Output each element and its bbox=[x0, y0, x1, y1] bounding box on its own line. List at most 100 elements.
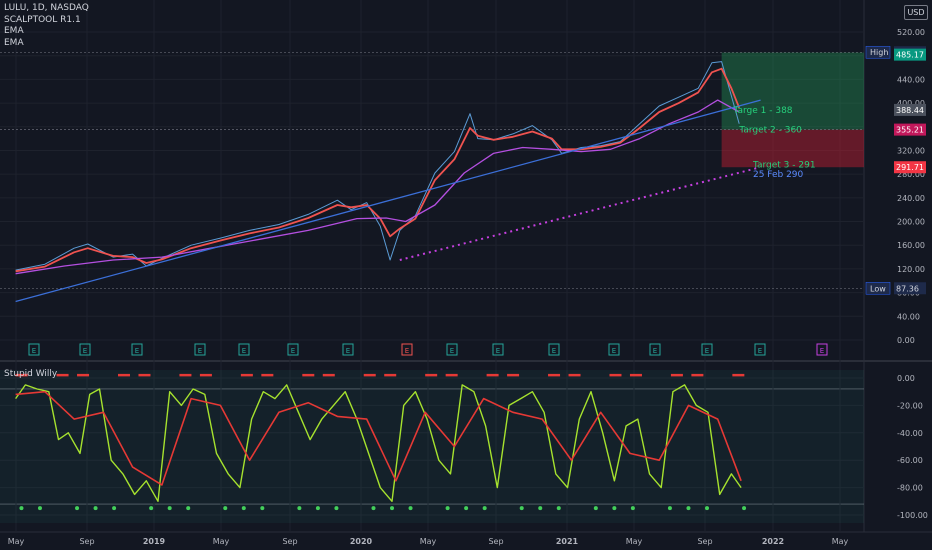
x-tick-label: 2021 bbox=[556, 537, 579, 546]
osc-top-marker bbox=[445, 373, 458, 377]
target-annotation-4: 25 Feb 290 bbox=[753, 170, 804, 180]
x-tick-label: Sep bbox=[79, 537, 94, 546]
osc-y-tick-label: 0.00 bbox=[897, 374, 915, 383]
price-label-close-bg bbox=[894, 103, 926, 116]
earnings-marker-label: E bbox=[291, 347, 295, 355]
low-value-bg bbox=[894, 282, 926, 295]
earnings-marker-box bbox=[754, 343, 766, 356]
osc-bottom-dot bbox=[186, 506, 191, 511]
osc-bottom-dot bbox=[149, 506, 154, 511]
osc-top-marker bbox=[384, 373, 397, 377]
high-label-bg bbox=[865, 45, 891, 59]
osc-signal-series bbox=[15, 384, 742, 502]
osc-bottom-dot bbox=[408, 506, 413, 511]
y-tick-label: 120.00 bbox=[897, 265, 925, 274]
osc-bottom-dot bbox=[593, 506, 598, 511]
osc-bottom-dot bbox=[538, 506, 543, 511]
earnings-marker-box bbox=[131, 343, 143, 356]
earnings-marker-label: E bbox=[32, 347, 36, 355]
osc-bottom-dot bbox=[260, 506, 265, 511]
high-label: High bbox=[870, 48, 888, 57]
osc-top-marker bbox=[670, 373, 683, 377]
osc-top-marker bbox=[548, 373, 561, 377]
osc-top-marker bbox=[240, 373, 253, 377]
osc-bottom-dot bbox=[241, 506, 246, 511]
price-series bbox=[15, 61, 740, 271]
osc-top-marker bbox=[486, 373, 499, 377]
x-tick-label: May bbox=[8, 537, 25, 546]
price-label-stop: 291.71 bbox=[896, 163, 924, 172]
y-tick-label: 40.00 bbox=[897, 312, 920, 321]
earnings-marker-label: E bbox=[496, 347, 500, 355]
ema-slow-series bbox=[15, 99, 740, 275]
osc-top-marker bbox=[732, 373, 745, 377]
earnings-marker-box bbox=[701, 343, 713, 356]
earnings-marker-label: E bbox=[405, 347, 409, 355]
osc-y-tick-label: -40.00 bbox=[897, 429, 923, 438]
osc-bottom-dot bbox=[519, 506, 524, 511]
osc-bottom-dot bbox=[19, 506, 24, 511]
x-tick-label: May bbox=[213, 537, 230, 546]
osc-top-marker bbox=[568, 373, 581, 377]
earnings-marker-box bbox=[401, 343, 413, 356]
x-tick-label: May bbox=[420, 537, 437, 546]
price-label-entry: 355.21 bbox=[896, 126, 924, 135]
osc-bottom-dot bbox=[464, 506, 469, 511]
osc-bottom-dot bbox=[630, 506, 635, 511]
price-label-stop-bg bbox=[894, 161, 926, 174]
oscillator-title[interactable]: Stupid Willy bbox=[4, 369, 58, 379]
loss-zone bbox=[721, 129, 864, 168]
osc-bottom-dot bbox=[37, 506, 42, 511]
earnings-marker-label: E bbox=[242, 347, 246, 355]
earnings-marker-box bbox=[238, 343, 250, 356]
osc-bottom-dot bbox=[297, 506, 302, 511]
x-tick-label: Sep bbox=[282, 537, 297, 546]
osc-bottom-dot bbox=[112, 506, 117, 511]
osc-top-marker bbox=[363, 373, 376, 377]
osc-top-marker bbox=[261, 373, 274, 377]
osc-bottom-dot bbox=[93, 506, 98, 511]
osc-bottom-dot bbox=[371, 506, 376, 511]
x-tick-label: Sep bbox=[488, 537, 503, 546]
y-tick-label: 240.00 bbox=[897, 194, 925, 203]
earnings-marker-label: E bbox=[705, 347, 709, 355]
x-tick-label: May bbox=[832, 537, 849, 546]
oscillator-background bbox=[0, 370, 864, 523]
earnings-marker-label: E bbox=[346, 347, 350, 355]
projection-line bbox=[399, 167, 757, 261]
osc-bottom-dot bbox=[704, 506, 709, 511]
osc-y-tick-label: -20.00 bbox=[897, 401, 923, 410]
osc-bottom-dot bbox=[167, 506, 172, 511]
earnings-marker-box bbox=[608, 343, 620, 356]
indicator-ema-2[interactable]: EMA bbox=[4, 37, 24, 48]
x-tick-label: 2020 bbox=[350, 537, 373, 546]
earnings-marker-box bbox=[342, 343, 354, 356]
price-label-entry-bg bbox=[894, 123, 926, 136]
osc-top-marker bbox=[507, 373, 520, 377]
chart-title: LULU, 1D, NASDAQ bbox=[4, 3, 89, 13]
earnings-marker-label: E bbox=[612, 347, 616, 355]
low-value: 87.36 bbox=[896, 284, 919, 293]
price-label-top: 485.17 bbox=[896, 51, 924, 60]
osc-y-tick-label: -80.00 bbox=[897, 484, 923, 493]
osc-bottom-dot bbox=[686, 506, 691, 511]
low-label: Low bbox=[870, 284, 886, 293]
osc-bottom-dot bbox=[445, 506, 450, 511]
currency-button[interactable]: USD bbox=[904, 5, 928, 20]
low-label-bg bbox=[865, 282, 891, 295]
osc-y-tick-label: -60.00 bbox=[897, 456, 923, 465]
y-tick-label: 160.00 bbox=[897, 241, 925, 250]
osc-bottom-dot bbox=[667, 506, 672, 511]
earnings-marker-label: E bbox=[653, 347, 657, 355]
target-annotation-3: Target 3 - 291 bbox=[752, 161, 816, 171]
osc-top-marker bbox=[609, 373, 622, 377]
earnings-marker-label: E bbox=[758, 347, 762, 355]
y-tick-label: 280.00 bbox=[897, 170, 925, 179]
earnings-marker-box bbox=[79, 343, 91, 356]
osc-top-marker bbox=[56, 373, 69, 377]
osc-bottom-dot bbox=[390, 506, 395, 511]
indicator-ema-1[interactable]: EMA bbox=[4, 26, 24, 36]
price-label-top-bg bbox=[894, 48, 926, 61]
indicator-scalptool[interactable]: SCALPTOOL R1.1 bbox=[4, 14, 81, 25]
